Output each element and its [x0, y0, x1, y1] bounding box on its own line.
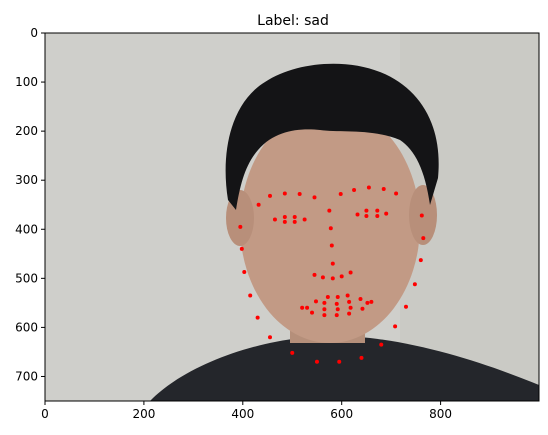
landmark-point — [379, 342, 384, 347]
landmark-point — [292, 215, 297, 219]
landmark-point — [381, 187, 386, 192]
landmark-point — [418, 258, 423, 263]
landmark-point — [313, 299, 318, 304]
x-tick-label: 0 — [41, 407, 49, 421]
chart-title: Label: sad — [257, 13, 329, 29]
landmark-point — [348, 305, 353, 310]
landmark-point — [330, 276, 335, 281]
landmark-point — [348, 270, 353, 275]
landmark-point — [345, 293, 350, 298]
landmark-point — [297, 191, 302, 196]
landmark-point — [282, 215, 287, 219]
landmark-point — [310, 310, 315, 315]
x-axis: 0 200 400 600 800 — [41, 401, 452, 421]
landmark-point — [352, 188, 357, 193]
x-tick-label: 600 — [330, 407, 353, 421]
landmark-point — [238, 224, 243, 229]
landmark-point — [329, 243, 334, 248]
landmark-point — [419, 213, 424, 218]
landmark-point — [292, 219, 297, 224]
landmark-point — [421, 236, 426, 241]
landmark-point — [338, 191, 343, 196]
landmark-point — [300, 305, 305, 310]
hair-shape — [225, 63, 439, 210]
landmark-point — [412, 282, 417, 287]
landmark-point — [239, 246, 244, 251]
y-axis: 0 100 200 300 400 500 600 700 — [15, 26, 45, 383]
landmark-point — [267, 335, 272, 340]
landmark-point — [322, 313, 327, 318]
landmark-point — [364, 208, 369, 213]
landmark-point — [256, 202, 261, 207]
landmark-point — [360, 306, 365, 311]
x-tick-label: 800 — [429, 407, 452, 421]
y-tick-label: 400 — [15, 222, 38, 236]
landmark-point — [314, 359, 319, 364]
x-tick-label: 200 — [132, 407, 155, 421]
axes-frame — [44, 32, 540, 402]
landmark-point — [335, 294, 340, 299]
landmark-point — [327, 208, 332, 213]
landmark-point — [393, 324, 398, 329]
y-tick-label: 500 — [15, 271, 38, 285]
plot-area — [45, 33, 539, 401]
landmark-point — [328, 226, 333, 231]
landmark-point — [366, 185, 371, 190]
landmark-point — [272, 217, 277, 222]
landmark-point — [335, 307, 340, 312]
landmark-point — [282, 219, 287, 224]
landmark-point — [365, 300, 370, 305]
landmark-point — [347, 299, 352, 304]
landmark-point — [330, 261, 335, 266]
landmark-point — [364, 214, 369, 219]
shirt-shape — [150, 336, 539, 401]
y-tick-label: 0 — [30, 26, 38, 40]
landmark-point — [302, 217, 307, 222]
landmark-point — [403, 304, 408, 309]
landmark-point — [267, 193, 272, 198]
landmark-point — [355, 212, 360, 217]
landmark-point — [334, 313, 339, 318]
landmark-point — [375, 208, 380, 213]
landmark-point — [384, 211, 389, 216]
y-tick-label: 700 — [15, 369, 38, 383]
landmark-point — [369, 299, 374, 304]
landmark-point — [322, 300, 327, 305]
face-shape — [240, 107, 420, 343]
landmark-point — [255, 315, 260, 320]
y-tick-label: 200 — [15, 124, 38, 138]
y-tick-label: 100 — [15, 75, 38, 89]
y-tick-label: 600 — [15, 320, 38, 334]
landmark-point — [325, 294, 330, 299]
landmark-point — [322, 307, 327, 312]
landmark-point — [248, 293, 253, 298]
landmark-point — [305, 305, 310, 310]
y-tick-label: 300 — [15, 173, 38, 187]
landmark-point — [394, 191, 399, 196]
landmark-point — [358, 296, 363, 301]
landmark-point — [347, 311, 352, 316]
landmark-point — [334, 301, 339, 306]
landmark-point — [312, 272, 317, 277]
landmark-point — [242, 269, 247, 274]
landmark-point — [312, 195, 317, 200]
x-tick-label: 400 — [231, 407, 254, 421]
landmark-point — [290, 350, 295, 355]
landmark-point — [339, 274, 344, 279]
landmark-point — [359, 355, 364, 360]
landmark-points — [238, 185, 426, 364]
landmark-point — [337, 359, 342, 364]
landmark-point — [320, 275, 325, 280]
landmark-point — [375, 214, 380, 219]
landmark-point — [282, 191, 287, 196]
